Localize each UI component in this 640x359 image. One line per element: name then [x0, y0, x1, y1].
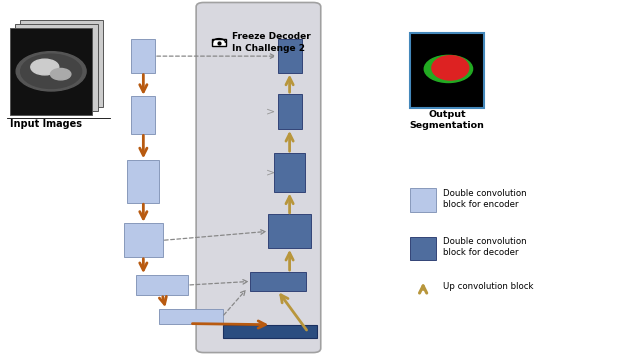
Bar [410, 237, 436, 260]
Bar [212, 39, 226, 46]
Bar [268, 214, 311, 248]
Bar [20, 20, 102, 107]
Bar [131, 96, 156, 134]
Bar [278, 39, 301, 73]
Text: Output
Segmentation: Output Segmentation [410, 110, 484, 130]
Bar [15, 24, 97, 111]
Bar [223, 325, 317, 337]
Bar [136, 275, 189, 295]
Bar [159, 309, 223, 323]
Text: Up convolution block: Up convolution block [444, 281, 534, 290]
Circle shape [35, 62, 67, 80]
Bar [10, 28, 93, 115]
Circle shape [16, 52, 86, 91]
Bar [124, 223, 163, 257]
FancyBboxPatch shape [196, 3, 321, 353]
Bar [274, 153, 305, 192]
Circle shape [42, 66, 61, 77]
Circle shape [27, 58, 76, 85]
Bar [278, 94, 301, 130]
Bar [410, 33, 484, 108]
Circle shape [20, 54, 82, 88]
Text: Double convolution
block for encoder: Double convolution block for encoder [444, 189, 527, 209]
Text: >: > [266, 167, 275, 177]
Circle shape [424, 55, 472, 83]
Bar [410, 188, 436, 212]
Circle shape [31, 59, 59, 75]
Bar [131, 39, 156, 73]
Text: >: > [266, 107, 275, 117]
Ellipse shape [432, 56, 468, 80]
Bar [250, 272, 306, 291]
Circle shape [51, 69, 71, 80]
Bar [127, 160, 159, 203]
Text: Freeze Decoder
In Challenge 2: Freeze Decoder In Challenge 2 [232, 32, 311, 53]
Text: Double convolution
block for decoder: Double convolution block for decoder [444, 237, 527, 257]
Text: Input Images: Input Images [10, 119, 82, 129]
